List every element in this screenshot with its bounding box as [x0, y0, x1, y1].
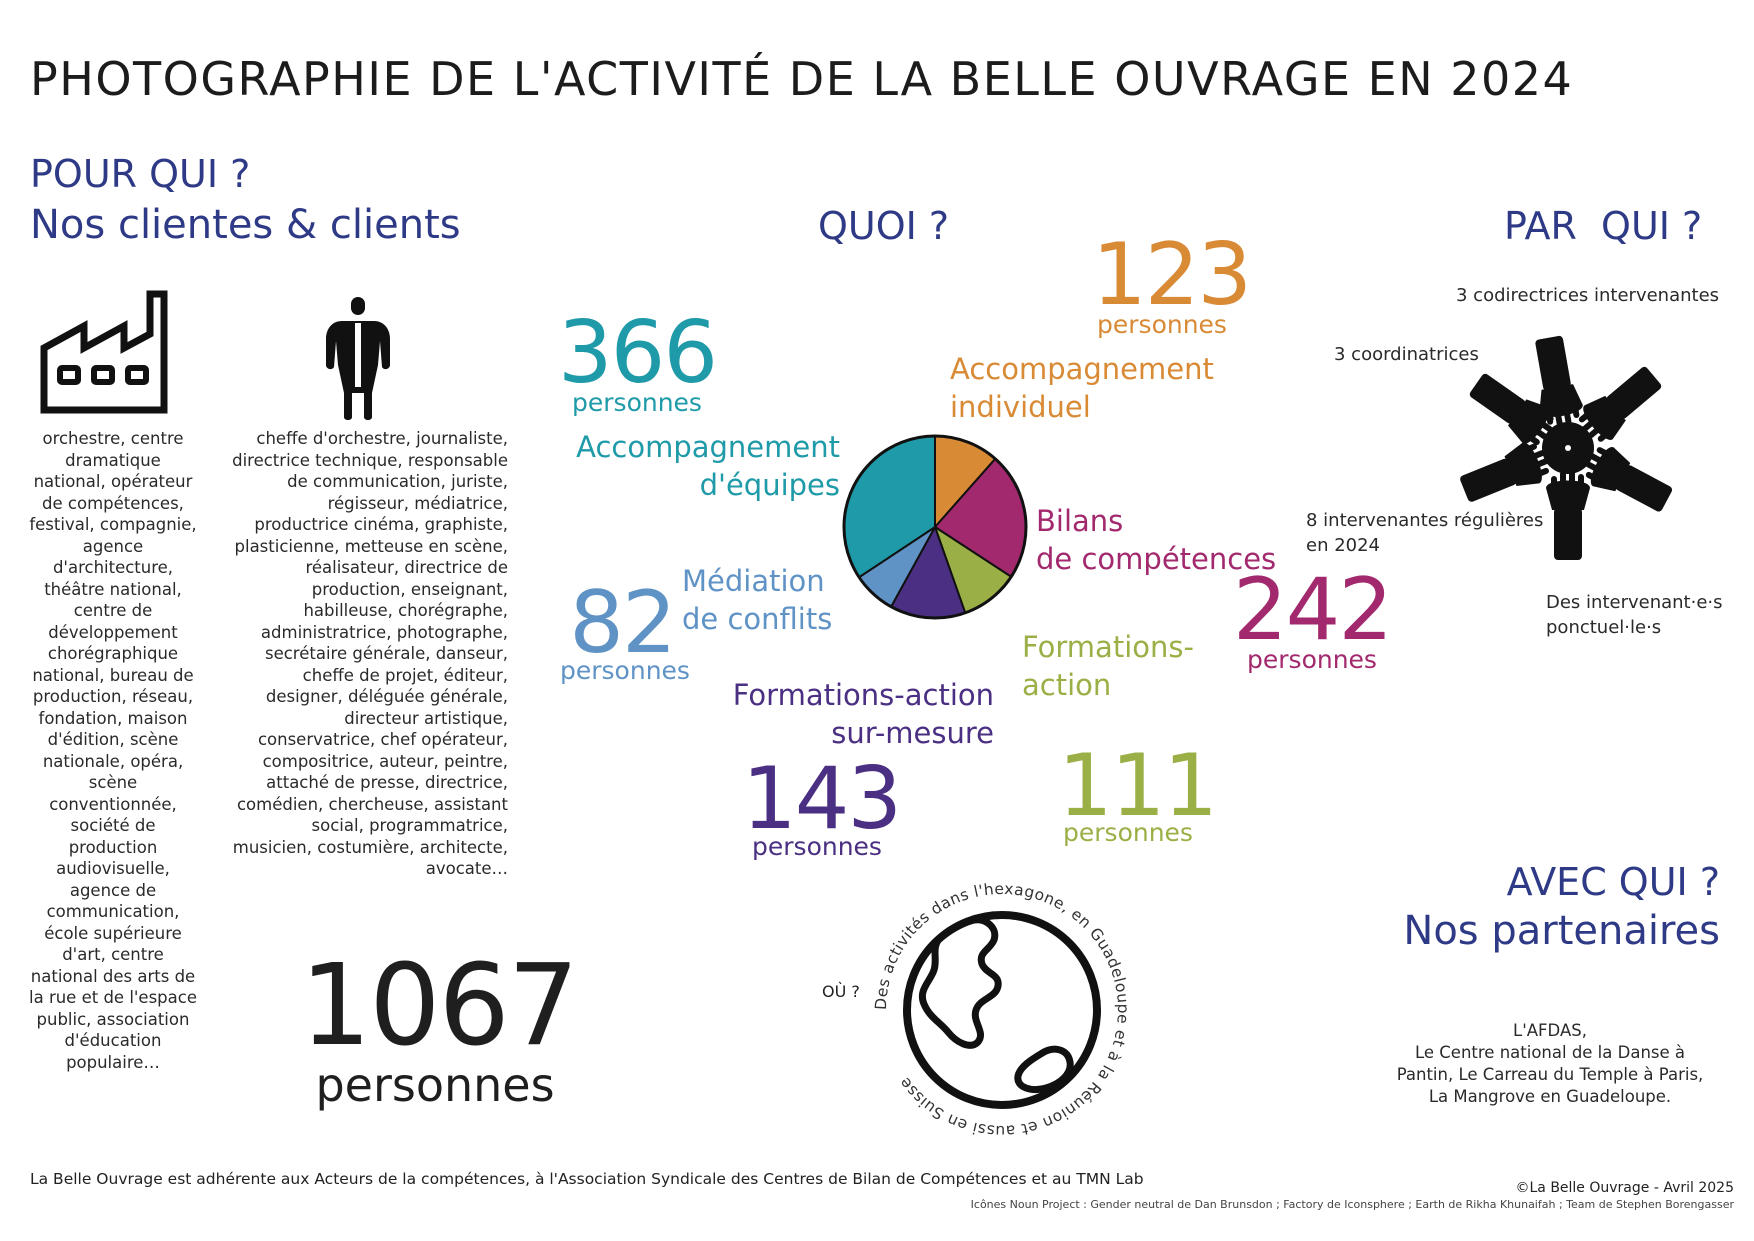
stat-number-sur-mesure: 143: [742, 749, 902, 849]
page-title: PHOTOGRAPHIE DE L'ACTIVITÉ DE LA BELLE O…: [30, 52, 1574, 106]
stat-unit-mediation: personnes: [560, 656, 690, 685]
quoi-heading: QUOI ?: [818, 204, 950, 248]
pour-qui-subheading: Nos clientes & clients: [30, 202, 461, 248]
gender-neutral-person-icon: [326, 297, 390, 420]
category-label-individuel: Accompagnement individuel: [950, 352, 1214, 424]
coordinatrices-text: 3 coordinatrices: [1334, 344, 1479, 365]
category-label-mediation: Médiation de conflits: [682, 564, 833, 636]
organisations-list: orchestre, centre dramatique national, o…: [29, 429, 197, 1072]
stat-unit-equipes: personnes: [572, 388, 702, 417]
stat-unit-bilans: personnes: [1247, 645, 1377, 674]
stat-unit-formations-action: personnes: [1063, 818, 1193, 847]
team-hands-icon: [1460, 335, 1673, 560]
activity-pie-chart: [842, 434, 1028, 620]
icon-credits-footer: Icônes Noun Project : Gender neutral de …: [970, 1198, 1734, 1211]
stat-unit-sur-mesure: personnes: [752, 832, 882, 861]
earth-globe-icon: Des activités dans l'hexagone, en Guadel…: [872, 880, 1132, 1140]
category-label-formations-action: Formations- action: [1022, 630, 1194, 702]
stat-number-individuel: 123: [1092, 225, 1252, 325]
category-label-sur-mesure: Formations-action sur-mesure: [732, 678, 994, 750]
stat-number-bilans: 242: [1232, 560, 1393, 660]
partners-list: L'AFDAS, Le Centre national de la Danse …: [1396, 1021, 1704, 1106]
total-number: 1067: [300, 941, 579, 1071]
factory-icon: [40, 290, 168, 414]
ponctuels-text: Des intervenant·e·s ponctuel·le·s: [1546, 592, 1723, 638]
pour-qui-heading: POUR QUI ?: [30, 152, 251, 196]
copyright-footer: ©La Belle Ouvrage - Avril 2025: [1515, 1180, 1734, 1196]
professions-list: cheffe d'orchestre, journaliste, directr…: [232, 429, 508, 878]
pie-outline: [842, 434, 1028, 620]
regulieres-text: 8 intervenantes régulières en 2024: [1306, 510, 1544, 556]
ou-label: OÙ ?: [822, 982, 860, 1001]
stat-unit-individuel: personnes: [1097, 310, 1227, 339]
avec-qui-heading: AVEC QUI ?: [1506, 860, 1720, 904]
avec-qui-subheading: Nos partenaires: [1403, 908, 1720, 954]
category-label-equipes: Accompagnement d'équipes: [576, 430, 840, 502]
codirectrices-text: 3 codirectrices intervenantes: [1456, 285, 1720, 306]
stat-number-formations-action: 111: [1058, 736, 1218, 836]
stat-number-mediation: 82: [569, 573, 676, 673]
stat-number-equipes: 366: [557, 303, 718, 403]
total-label: personnes: [315, 1058, 555, 1112]
membership-footer: La Belle Ouvrage est adhérente aux Acteu…: [30, 1170, 1144, 1188]
category-label-bilans: Bilans de compétences: [1036, 504, 1277, 576]
par-qui-heading: PAR QUI ?: [1504, 204, 1703, 248]
